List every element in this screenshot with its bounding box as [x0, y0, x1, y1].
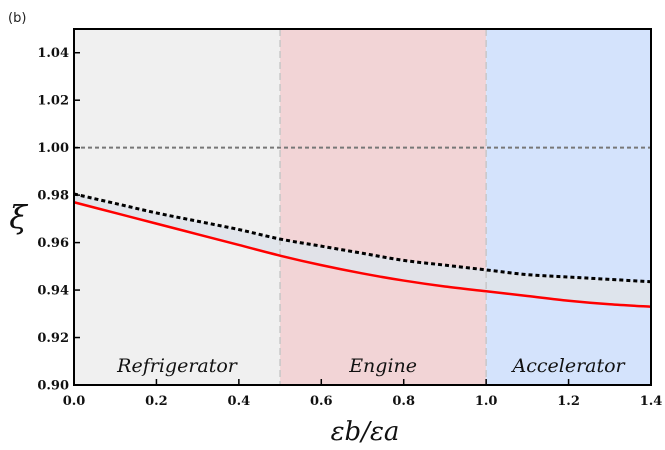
region-dividers: [279, 29, 487, 385]
x-tick-label: 0.4: [228, 394, 251, 409]
axes: 0.0 0.2 0.4 0.6 0.8 1.0 1.2 1.4 0.90 0.92 0.94 0.96…: [37, 28, 663, 409]
region-engine: [280, 29, 487, 385]
panel-label: (b): [8, 11, 26, 26]
y-tick-label: 1.00: [37, 141, 69, 156]
plot-frame: [73, 28, 652, 386]
series: [73, 192, 652, 308]
x-axis-label: εb/εa: [331, 417, 400, 447]
x-tick-label: 1.0: [475, 394, 498, 409]
y-axis-label: ξ: [9, 198, 28, 236]
y-tick-label: 0.92: [37, 331, 69, 346]
x-tick-label: 1.2: [557, 394, 580, 409]
region-label-refrigerator: Refrigerator: [116, 355, 239, 377]
fill-between: [74, 193, 651, 307]
x-tick-label: 0.0: [63, 394, 86, 409]
region-label-engine: Engine: [348, 355, 417, 377]
series-line-1: [73, 192, 652, 284]
y-tick-label: 1.04: [37, 46, 69, 61]
y-tick-label: 0.90: [37, 379, 69, 394]
y-tick-label: 0.98: [37, 189, 69, 204]
region-accelerator: [486, 29, 651, 385]
x-tick-label: 0.2: [145, 394, 168, 409]
y-tick-label: 1.02: [37, 94, 69, 109]
region-labels: Refrigerator Engine Accelerator: [116, 355, 626, 377]
fill-between-area: [74, 193, 651, 307]
x-tick-label: 1.4: [640, 394, 663, 409]
y-tick-label: 0.96: [37, 236, 69, 251]
y-tick-label: 0.94: [37, 284, 69, 299]
x-tick-label: 0.6: [310, 394, 333, 409]
region-label-accelerator: Accelerator: [511, 355, 627, 377]
regions: [74, 29, 651, 385]
series-line-2: [73, 201, 652, 308]
x-tick-label: 0.8: [392, 394, 415, 409]
